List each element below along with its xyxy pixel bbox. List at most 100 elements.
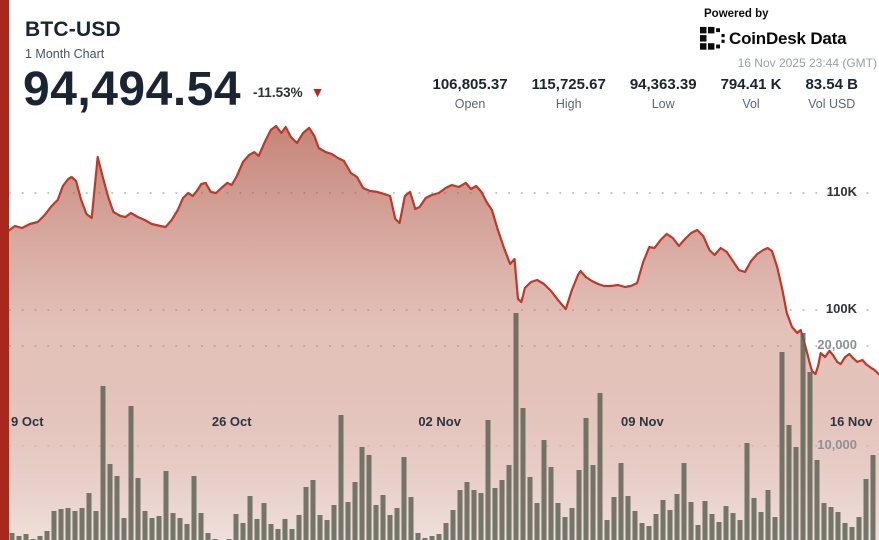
volume-bar bbox=[303, 487, 309, 540]
volume-bar bbox=[632, 511, 638, 540]
powered-by-label: Powered by bbox=[704, 8, 769, 20]
volume-bar bbox=[716, 522, 722, 540]
volume-bar bbox=[793, 447, 799, 540]
volume-bar bbox=[618, 463, 624, 540]
volume-bar bbox=[86, 493, 92, 540]
volume-bar bbox=[352, 482, 358, 540]
volume-bar bbox=[408, 497, 414, 540]
coindesk-logo-text: CoinDesk Data bbox=[729, 28, 847, 48]
date-axis-label: 02 Nov bbox=[418, 414, 461, 429]
stat-low-value: 94,363.39 bbox=[629, 76, 697, 93]
price-axis-label: 110K bbox=[826, 184, 857, 199]
volume-bar bbox=[429, 536, 435, 540]
volume-bar bbox=[779, 352, 785, 540]
volume-bar bbox=[170, 513, 176, 540]
ohlc-stats-row: 106,805.37 Open 115,725.67 High 94,363.3… bbox=[433, 76, 859, 111]
volume-bar bbox=[156, 516, 162, 540]
volume-bar bbox=[674, 494, 680, 540]
stat-vol-value: 794.41 K bbox=[720, 76, 782, 93]
volume-bar bbox=[513, 313, 519, 540]
volume-bar bbox=[814, 460, 820, 540]
left-accent-bar bbox=[0, 0, 9, 540]
volume-bar bbox=[114, 476, 120, 540]
volume-bar bbox=[730, 513, 736, 540]
volume-bar bbox=[758, 512, 764, 540]
volume-bars bbox=[9, 313, 876, 540]
volume-bar bbox=[653, 514, 659, 540]
volume-bar bbox=[625, 496, 631, 540]
volume-bar bbox=[184, 524, 190, 540]
volume-bar bbox=[499, 480, 505, 540]
volume-bar bbox=[681, 463, 687, 540]
volume-bar bbox=[422, 538, 428, 540]
volume-bar bbox=[107, 464, 113, 540]
volume-bar bbox=[373, 505, 379, 540]
volume-bar bbox=[695, 525, 701, 540]
volume-bar bbox=[667, 510, 673, 540]
stat-vol-usd: 83.54 B Vol USD bbox=[805, 76, 858, 111]
stat-vol-label: Vol bbox=[742, 97, 760, 111]
volume-bar bbox=[639, 523, 645, 540]
volume-bar bbox=[163, 471, 169, 540]
price-area-fill bbox=[9, 126, 879, 540]
volume-bar bbox=[464, 482, 470, 540]
volume-bar bbox=[37, 536, 43, 540]
volume-bar bbox=[702, 501, 708, 540]
volume-bar bbox=[394, 508, 400, 540]
volume-bar bbox=[800, 333, 806, 540]
volume-bar bbox=[485, 420, 491, 540]
stat-vol-usd-label: Vol USD bbox=[808, 97, 856, 111]
volume-bar bbox=[51, 511, 57, 540]
volume-bar bbox=[380, 495, 386, 540]
price-row: 94,494.54 -11.53% ▼ bbox=[23, 62, 324, 117]
price-axis-label: 100K bbox=[825, 301, 857, 316]
volume-bar bbox=[23, 534, 29, 540]
header: BTC-USD 1 Month Chart bbox=[25, 18, 121, 61]
volume-bar bbox=[275, 529, 281, 540]
stat-high-value: 115,725.67 bbox=[531, 76, 606, 93]
volume-bar bbox=[597, 393, 603, 540]
volume-bar bbox=[310, 480, 316, 540]
volume-bar bbox=[541, 440, 547, 540]
volume-bar bbox=[387, 515, 393, 540]
volume-bar bbox=[737, 520, 743, 540]
volume-bar bbox=[16, 536, 22, 540]
volume-bar bbox=[583, 418, 589, 540]
volume-bar bbox=[765, 490, 771, 540]
volume-bar bbox=[254, 519, 260, 540]
volume-bar bbox=[149, 518, 155, 540]
volume-bar bbox=[709, 514, 715, 540]
volume-bar bbox=[58, 509, 64, 540]
volume-bar bbox=[289, 529, 295, 540]
timestamp: 16 Nov 2025 23:44 (GMT) bbox=[737, 56, 877, 70]
volume-bar bbox=[527, 477, 533, 540]
coindesk-logo-icon bbox=[700, 26, 725, 50]
volume-bar bbox=[870, 455, 876, 540]
volume-bar bbox=[135, 478, 141, 540]
volume-bar bbox=[72, 511, 78, 540]
stat-high-label: High bbox=[555, 97, 582, 111]
volume-bar bbox=[198, 513, 204, 540]
coindesk-data-logo[interactable]: CoinDesk Data bbox=[700, 26, 877, 51]
volume-bar bbox=[492, 488, 498, 540]
volume-axis-label: 10,000 bbox=[817, 437, 857, 452]
volume-bar bbox=[345, 502, 351, 540]
volume-axis-label: 20,000 bbox=[817, 337, 857, 352]
volume-bar bbox=[723, 506, 729, 540]
volume-bar bbox=[121, 518, 127, 540]
volume-bar bbox=[233, 514, 239, 540]
volume-bar bbox=[821, 503, 827, 540]
volume-bar bbox=[849, 527, 855, 540]
volume-bar bbox=[471, 490, 477, 540]
volume-bar bbox=[268, 524, 274, 540]
instrument-symbol: BTC-USD bbox=[25, 18, 121, 41]
volume-bar bbox=[142, 511, 148, 540]
volume-bar bbox=[415, 533, 421, 540]
volume-bar bbox=[240, 523, 246, 540]
volume-bar bbox=[506, 465, 512, 540]
volume-bar bbox=[331, 505, 337, 540]
volume-bar bbox=[590, 465, 596, 540]
last-price: 94,494.54 bbox=[23, 63, 242, 116]
